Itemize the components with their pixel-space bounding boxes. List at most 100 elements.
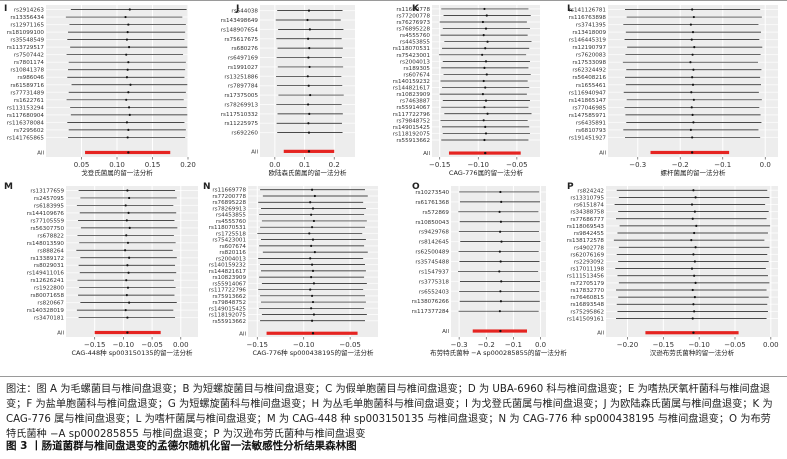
snp-label: rs544038: [231, 9, 258, 15]
estimate-point: [481, 20, 485, 24]
estimate-point: [125, 219, 128, 222]
snp-label: rs116378084: [7, 120, 45, 126]
snp-label: rs141865147: [569, 98, 607, 104]
plot-background: [608, 5, 778, 157]
snp-label: rs9842455: [574, 231, 605, 237]
estimate-point: [125, 98, 128, 101]
estimate-point: [692, 121, 695, 124]
snp-label: rs118070531: [209, 225, 247, 231]
estimate-point: [693, 296, 696, 299]
snp-label: rs1655461: [576, 83, 607, 89]
snp-label: rs10841378: [10, 68, 44, 74]
ivw-summary-point: [127, 151, 130, 154]
estimate-point: [483, 138, 486, 142]
panel-letter: N: [203, 182, 211, 192]
ivw-summary-point: [690, 151, 694, 154]
estimate-point: [694, 281, 697, 284]
snp-label: rs62324492: [572, 68, 606, 74]
snp-label: rs144821617: [209, 269, 247, 275]
snp-label: rs4555760: [400, 33, 431, 39]
x-axis-label: CAG-448种 sp003150135的留一法分析: [72, 348, 193, 357]
snp-label: rs607674: [403, 72, 430, 78]
snp-label: rs35745488: [415, 260, 449, 266]
snp-label: rs10823909: [396, 92, 430, 98]
snp-label: rs824242: [577, 188, 604, 194]
estimate-point: [499, 260, 502, 263]
snp-label: rs117680904: [7, 113, 45, 119]
snp-label: rs77686777: [570, 217, 604, 223]
snp-label: rs17832770: [570, 288, 604, 294]
snp-label: rs117722796: [393, 112, 431, 118]
estimate-point: [308, 112, 311, 115]
tick-label: 0.0: [760, 161, 771, 169]
estimate-point: [499, 290, 502, 293]
snp-label: rs7620083: [576, 53, 607, 59]
snp-label: rs55914067: [212, 281, 246, 287]
estimate-point: [693, 310, 696, 313]
estimate-point: [125, 53, 128, 56]
estimate-point: [313, 251, 316, 254]
snp-label: rs78269913: [224, 102, 258, 108]
snp-label: rs116940947: [569, 90, 607, 96]
tick-label: 0.00: [173, 341, 189, 349]
tick-label: −0.10: [468, 161, 489, 169]
figure-caption: 图 3 丨肠道菌群与椎间盘退变的孟德尔随机化留一法敏感性分析结果森林图: [6, 440, 357, 452]
estimate-point: [690, 106, 693, 109]
estimate-point: [306, 103, 310, 106]
plot-background: [248, 186, 378, 337]
estimate-point: [689, 128, 692, 132]
tick-label: −0.05: [141, 341, 162, 349]
all-label: All: [251, 149, 258, 155]
snp-label: rs140159232: [209, 263, 246, 269]
snp-label: rs7463887: [400, 99, 431, 105]
tick-label: −0.1: [714, 161, 731, 169]
snp-label: rs12190797: [572, 45, 606, 51]
snp-label: rs572869: [422, 210, 449, 216]
estimate-point: [126, 286, 130, 289]
estimate-point: [483, 66, 486, 69]
tick-label: −0.20: [617, 341, 638, 349]
estimate-point: [499, 300, 503, 303]
snp-label: rs149015425: [393, 125, 431, 131]
snp-label: rs118192075: [209, 313, 247, 319]
ivw-summary-point: [307, 150, 311, 153]
top-rule: [0, 0, 787, 1]
estimate-point: [311, 300, 315, 304]
snp-label: rs17375005: [224, 93, 258, 99]
estimate-point: [309, 93, 312, 97]
snp-label: rs113153294: [7, 105, 45, 111]
snp-label: rs6552403: [419, 289, 450, 295]
snp-label: rs1725518: [216, 231, 247, 237]
estimate-point: [498, 210, 501, 213]
plot-background: [66, 186, 198, 337]
all-label: All: [599, 150, 606, 156]
snp-label: rs138172578: [567, 238, 605, 244]
snp-label: rs7801174: [14, 60, 45, 66]
panel-letter: M: [4, 182, 13, 192]
estimate-point: [311, 269, 315, 272]
snp-label: rs181099100: [7, 30, 45, 36]
estimate-point: [484, 47, 487, 50]
panel-letter: P: [567, 182, 574, 192]
snp-label: rs55913662: [212, 319, 246, 325]
estimate-point: [310, 294, 314, 297]
snp-label: rs1991027: [228, 65, 259, 71]
estimate-point: [483, 106, 486, 109]
tick-label: −0.1: [505, 341, 522, 349]
estimate-point: [307, 84, 310, 87]
estimate-point: [690, 38, 693, 41]
estimate-point: [312, 313, 316, 316]
x-axis-label: 布劳特氏菌种 −A sp000285855的留一法分析: [430, 348, 567, 357]
estimate-point: [308, 47, 311, 50]
snp-label: rs1547937: [419, 269, 450, 275]
estimate-point: [306, 18, 309, 22]
ivw-summary-point: [311, 332, 315, 335]
estimate-point: [310, 213, 313, 216]
tick-label: 0.00: [763, 341, 779, 349]
estimate-point: [128, 226, 131, 229]
